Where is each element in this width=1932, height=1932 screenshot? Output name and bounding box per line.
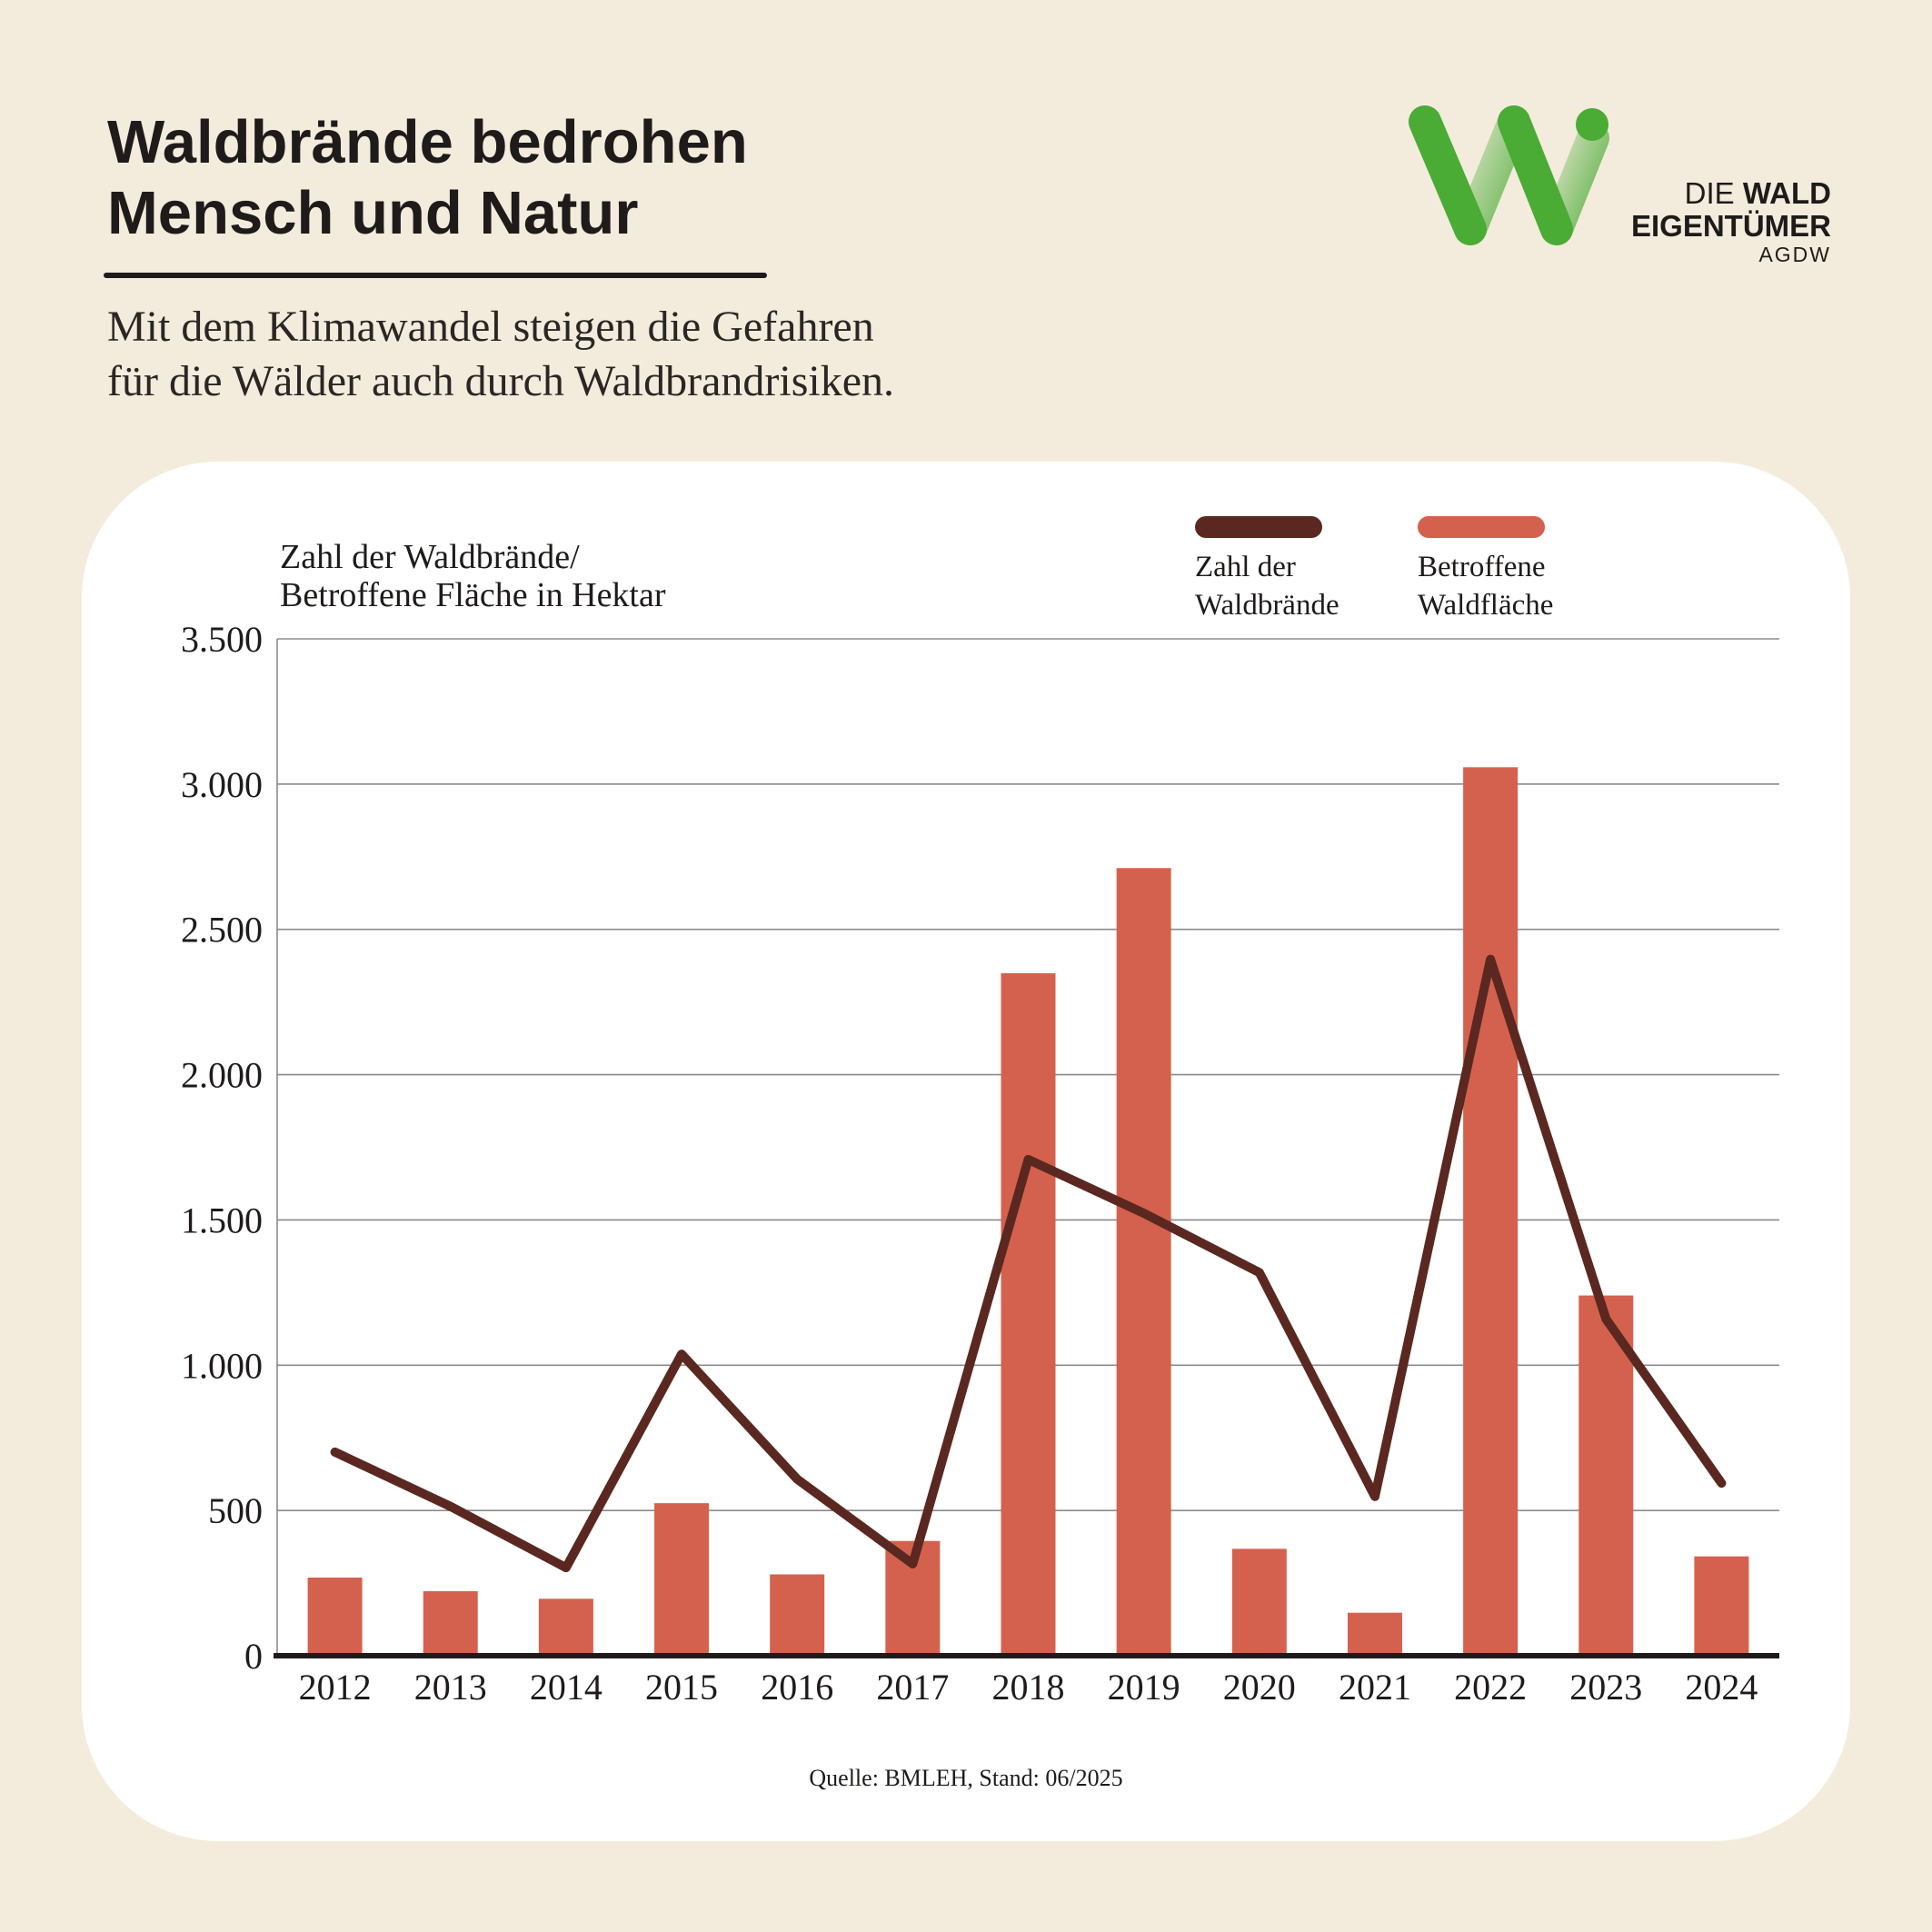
x-tick-label: 2023 [1569, 1667, 1642, 1708]
bar [1578, 1295, 1634, 1656]
page-title: Waldbrände bedrohen Mensch und Natur [107, 108, 748, 247]
legend-label: Zahl der Waldbrände [1195, 551, 1339, 622]
y-tick-label: 2.500 [181, 910, 263, 951]
bar [1694, 1556, 1749, 1656]
y-tick-label: 0 [244, 1636, 263, 1677]
x-tick-label: 2017 [876, 1667, 949, 1708]
y-tick-label: 3.500 [181, 619, 263, 660]
x-tick-label: 2021 [1339, 1667, 1411, 1708]
x-tick-label: 2013 [414, 1667, 487, 1708]
bar [1116, 868, 1171, 1656]
bar [1231, 1549, 1287, 1656]
title-underline [104, 273, 767, 278]
x-tick-label: 2022 [1454, 1667, 1527, 1708]
bar [770, 1574, 825, 1656]
logo-line2: EIGENTÜMER [1630, 209, 1831, 243]
bar [1001, 972, 1056, 1656]
bar [307, 1577, 363, 1656]
x-tick-label: 2012 [299, 1667, 372, 1708]
logo-w-icon [1409, 105, 1609, 245]
page-subtitle: Mit dem Klimawandel steigen die Gefahren… [107, 303, 895, 405]
bar [654, 1503, 710, 1656]
bar [1347, 1612, 1402, 1656]
legend-label: Betroffene Waldfläche [1418, 551, 1553, 622]
x-tick-label: 2020 [1223, 1667, 1296, 1708]
y-tick-label: 500 [208, 1490, 263, 1531]
bar [538, 1598, 593, 1656]
logo-line1-bold: WALD [1742, 176, 1831, 210]
logo-line3: AGDW [1758, 243, 1831, 266]
logo-line1-light: DIE [1684, 176, 1743, 210]
bar [423, 1591, 478, 1656]
x-tick-label: 2019 [1108, 1667, 1180, 1708]
bar [1463, 767, 1519, 1656]
y-tick-label: 2.000 [181, 1055, 263, 1096]
legend-swatch [1418, 516, 1545, 538]
source-note: Quelle: BMLEH, Stand: 06/2025 [809, 1765, 1123, 1791]
y-axis-title: Zahl der Waldbrände/Betroffene Fläche in… [280, 538, 666, 614]
x-tick-label: 2016 [761, 1667, 833, 1708]
y-tick-label: 1.500 [181, 1200, 263, 1240]
legend-swatch [1195, 516, 1322, 538]
x-tick-label: 2015 [645, 1667, 718, 1708]
x-tick-label: 2014 [530, 1667, 603, 1708]
x-tick-label: 2024 [1685, 1667, 1758, 1708]
y-tick-label: 1.000 [181, 1345, 263, 1386]
x-tick-label: 2018 [992, 1667, 1065, 1708]
logo-wordmark: DIE WALD EIGENTÜMER AGDW [1604, 176, 1831, 267]
y-tick-label: 3.000 [181, 764, 263, 805]
